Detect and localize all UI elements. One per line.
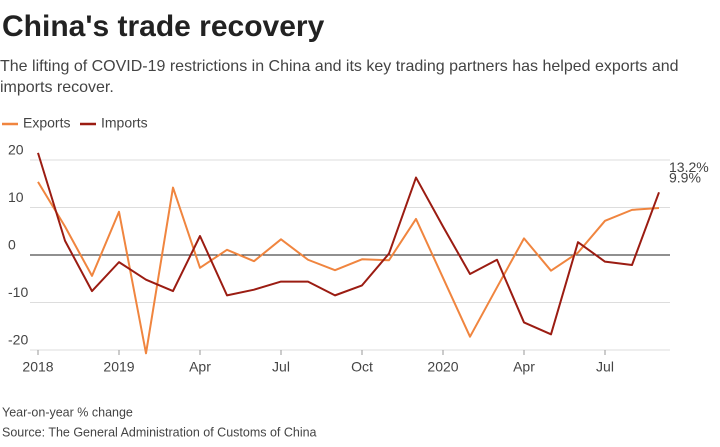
- legend-label: Exports: [23, 115, 70, 131]
- note: Year-on-year % change: [2, 405, 133, 419]
- y-tick-label: -20: [8, 332, 28, 348]
- end-label: 9.9%: [669, 170, 701, 186]
- x-tick-label: Apr: [513, 359, 535, 375]
- chart-subtitle: The lifting of COVID-19 restrictions in …: [0, 58, 679, 96]
- legend-label: Imports: [101, 115, 148, 131]
- x-tick-label: Oct: [351, 359, 373, 375]
- chart-title: China's trade recovery: [2, 10, 325, 43]
- note: Source: The General Administration of Cu…: [2, 425, 317, 439]
- x-tick-label: Jul: [596, 359, 614, 375]
- x-tick-label: 2018: [22, 359, 53, 375]
- end-label: 13.2%: [669, 159, 709, 175]
- x-tick-label: 2019: [103, 359, 134, 375]
- series-line: [37, 152, 660, 336]
- y-tick-label: -10: [8, 284, 28, 300]
- y-tick-label: 10: [8, 189, 24, 205]
- x-tick-label: Jul: [272, 359, 290, 375]
- y-tick-label: 0: [8, 237, 16, 253]
- y-tick-label: 20: [8, 142, 24, 158]
- subtitle-box: The lifting of COVID-19 restrictions in …: [0, 58, 679, 96]
- x-tick-label: 2020: [427, 359, 458, 375]
- series-line: [37, 181, 660, 355]
- x-tick-label: Apr: [189, 359, 211, 375]
